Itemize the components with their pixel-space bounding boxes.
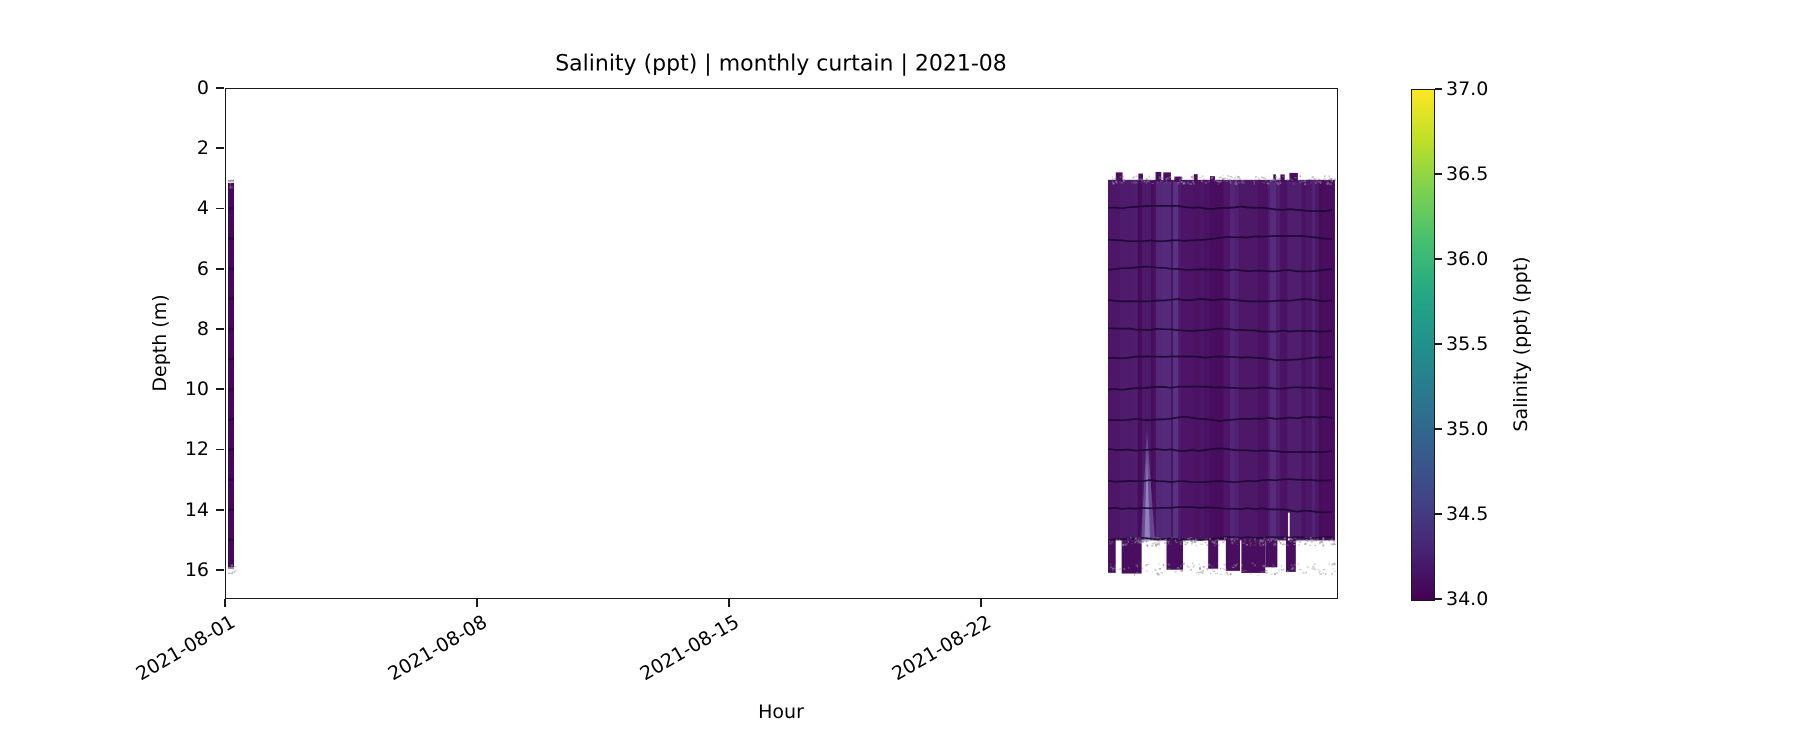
y-axis-label: Depth (m) — [149, 294, 171, 392]
colorbar-tick-label: 34.0 — [1446, 588, 1489, 610]
x-tick-label: 2021-08-08 — [384, 611, 491, 686]
y-tick-mark — [216, 267, 224, 270]
y-tick-label: 8 — [196, 317, 209, 340]
x-tick-label: 2021-08-22 — [888, 611, 995, 686]
colorbar-tick-mark — [1435, 513, 1442, 515]
x-tick-mark — [728, 599, 730, 607]
y-tick-label: 10 — [184, 378, 209, 401]
plot-area — [225, 88, 1338, 599]
y-tick-mark — [216, 147, 224, 150]
y-tick-label: 0 — [196, 77, 209, 99]
y-tick-label: 12 — [184, 438, 209, 461]
x-tick-mark — [980, 599, 982, 607]
colorbar-tick-mark — [1435, 88, 1442, 90]
y-tick-mark — [216, 569, 224, 571]
colorbar-tick-label: 37.0 — [1446, 78, 1489, 100]
x-tick-mark — [224, 599, 226, 607]
y-tick-mark — [216, 328, 224, 330]
y-tick-mark — [216, 207, 224, 210]
x-tick-label: 2021-08-15 — [636, 611, 743, 686]
colorbar-tick-label: 34.5 — [1446, 503, 1489, 525]
colorbar-tick-mark — [1435, 343, 1442, 345]
y-tick-label: 14 — [184, 498, 209, 521]
y-tick-label: 4 — [196, 197, 209, 220]
edge-noise-speckles — [228, 175, 1336, 577]
chart-title: Salinity (ppt) | monthly curtain | 2021-… — [555, 51, 1007, 77]
y-tick-label: 2 — [196, 137, 209, 160]
y-tick-label: 6 — [196, 257, 209, 280]
late-month-curtain-segment — [1108, 171, 1335, 574]
colorbar-tick-label: 35.0 — [1446, 418, 1489, 440]
curtain-heatmap — [228, 171, 1336, 577]
colorbar-tick-mark — [1435, 428, 1442, 430]
y-tick-mark — [216, 508, 224, 511]
y-tick-label: 16 — [184, 558, 209, 581]
colorbar-label: Salinity (ppt) (ppt) — [1510, 256, 1532, 432]
colorbar-tick-mark — [1435, 173, 1442, 175]
early-month-strip-segment — [228, 179, 234, 570]
x-tick-mark — [476, 599, 478, 607]
x-axis-label: Hour — [758, 701, 804, 723]
isohaline-contour-lines — [1107, 205, 1333, 542]
colorbar-tick-mark — [1435, 258, 1442, 260]
colorbar-tick-mark — [1435, 598, 1442, 600]
colorbar-tick-label: 36.0 — [1446, 248, 1489, 270]
y-tick-mark — [216, 87, 224, 89]
colorbar-tick-label: 36.5 — [1446, 163, 1489, 185]
colorbar-tick-label: 35.5 — [1446, 333, 1489, 355]
x-tick-label: 2021-08-01 — [132, 611, 239, 686]
colorbar-gradient — [1411, 89, 1435, 601]
y-tick-mark — [216, 388, 224, 391]
y-tick-mark — [216, 448, 224, 451]
